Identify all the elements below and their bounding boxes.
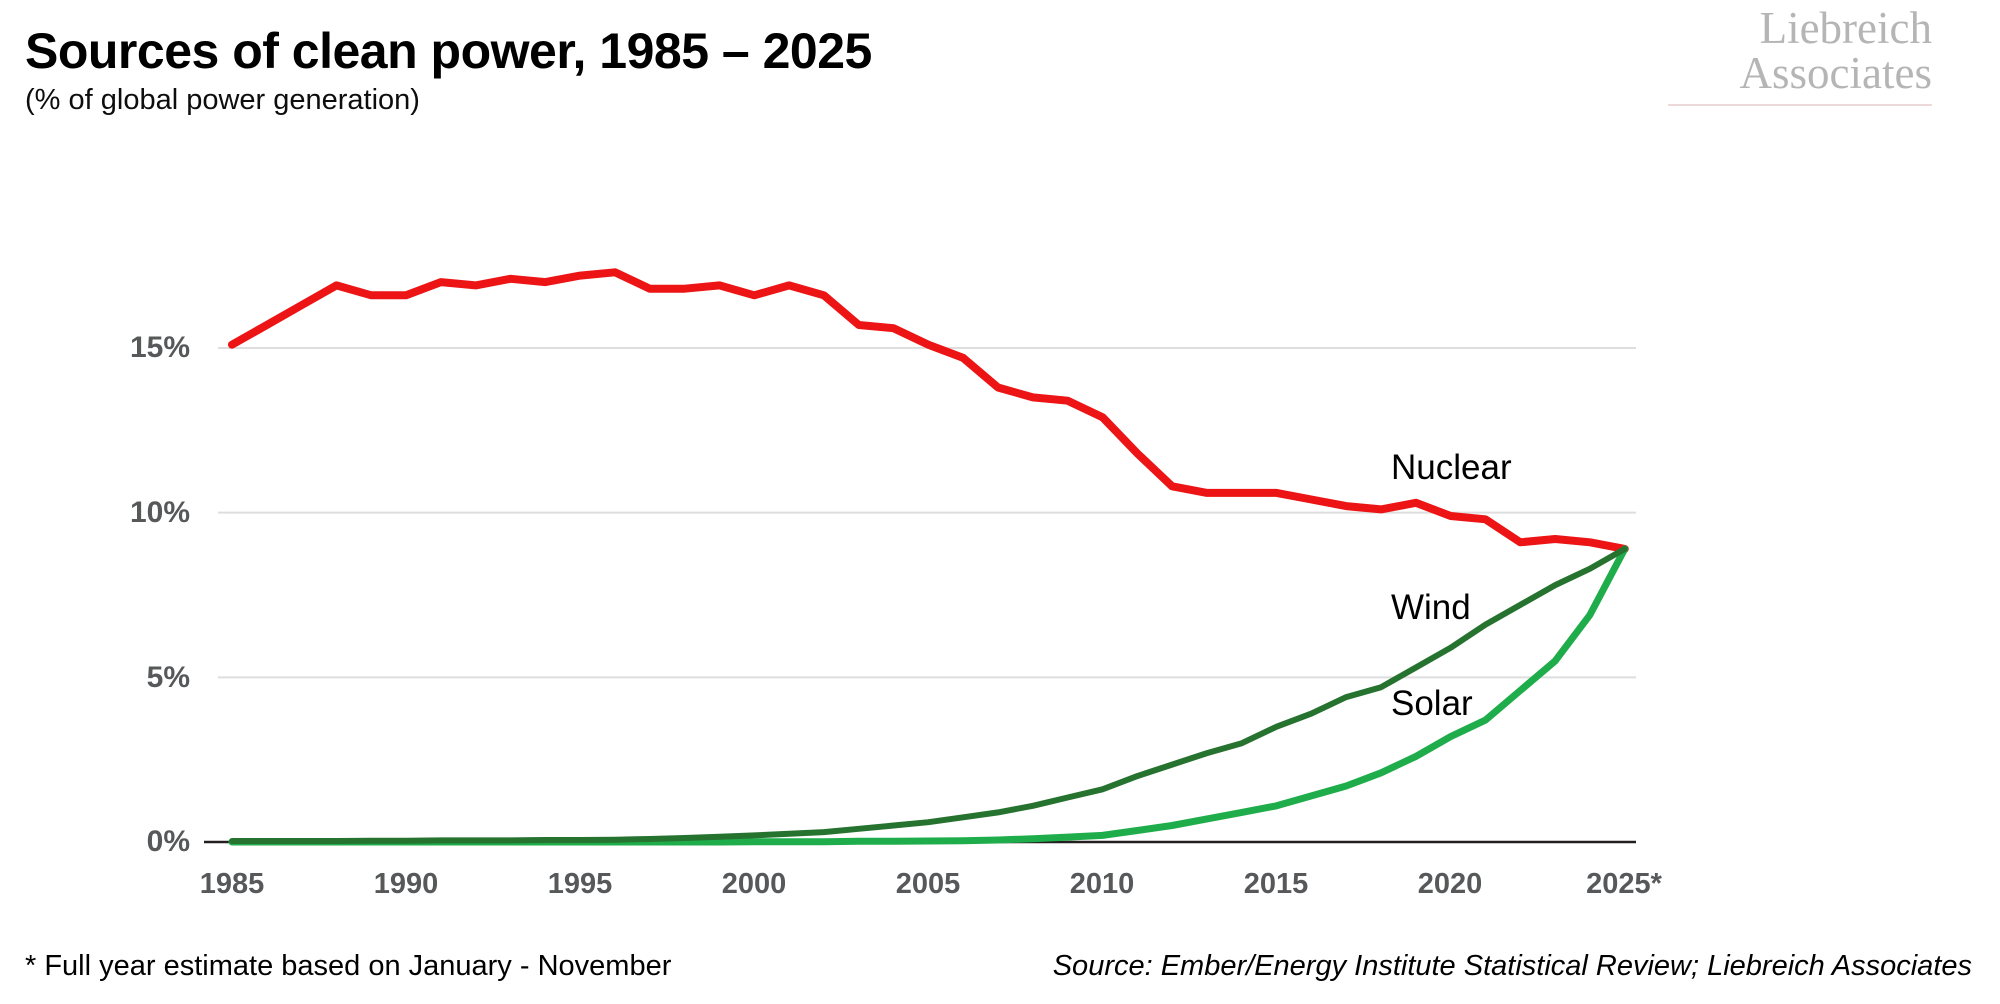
x-tick-2015: 2015 [1243,868,1309,900]
x-tick-2010: 2010 [1069,868,1135,900]
footnote-estimate: * Full year estimate based on January - … [25,950,672,982]
logo-line1: Liebreich [1759,3,1932,53]
x-tick-2005: 2005 [895,868,961,900]
y-tick-15: 15% [129,331,190,364]
company-logo: Liebreich Associates [1740,6,1932,96]
x-tick-1985: 1985 [199,868,265,900]
x-tick-1990: 1990 [373,868,439,900]
page-subtitle: (% of global power generation) [25,84,420,116]
y-tick-0: 0% [146,825,190,858]
footnote-source: Source: Ember/Energy Institute Statistic… [1052,950,1972,982]
y-tick-5: 5% [146,661,190,694]
y-tick-10: 10% [129,496,190,529]
nuclear-line [228,268,1629,553]
wind-line [229,545,1628,844]
x-tick-2020: 2020 [1417,868,1483,900]
series-label-solar: Solar [1391,684,1473,723]
x-tick-2025: 2025* [1586,868,1662,900]
logo-underline [1668,104,1932,106]
series-label-wind: Wind [1391,588,1471,627]
x-tick-1995: 1995 [547,868,613,900]
page-title: Sources of clean power, 1985 – 2025 [25,23,872,79]
x-tick-2000: 2000 [721,868,787,900]
series-label-nuclear: Nuclear [1391,448,1512,487]
logo-line2: Associates [1739,48,1932,98]
